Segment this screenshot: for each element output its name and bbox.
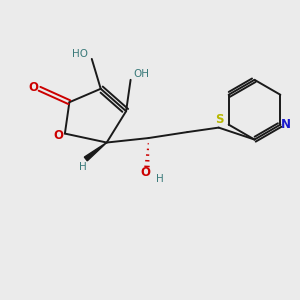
Text: OH: OH bbox=[133, 70, 149, 80]
Text: HO: HO bbox=[72, 49, 88, 58]
Text: H: H bbox=[156, 174, 164, 184]
Text: H: H bbox=[79, 162, 87, 172]
Text: N: N bbox=[281, 118, 291, 131]
Text: O: O bbox=[140, 166, 151, 179]
Text: O: O bbox=[28, 81, 38, 94]
Text: O: O bbox=[53, 129, 63, 142]
Text: S: S bbox=[215, 113, 224, 126]
Polygon shape bbox=[84, 142, 107, 161]
